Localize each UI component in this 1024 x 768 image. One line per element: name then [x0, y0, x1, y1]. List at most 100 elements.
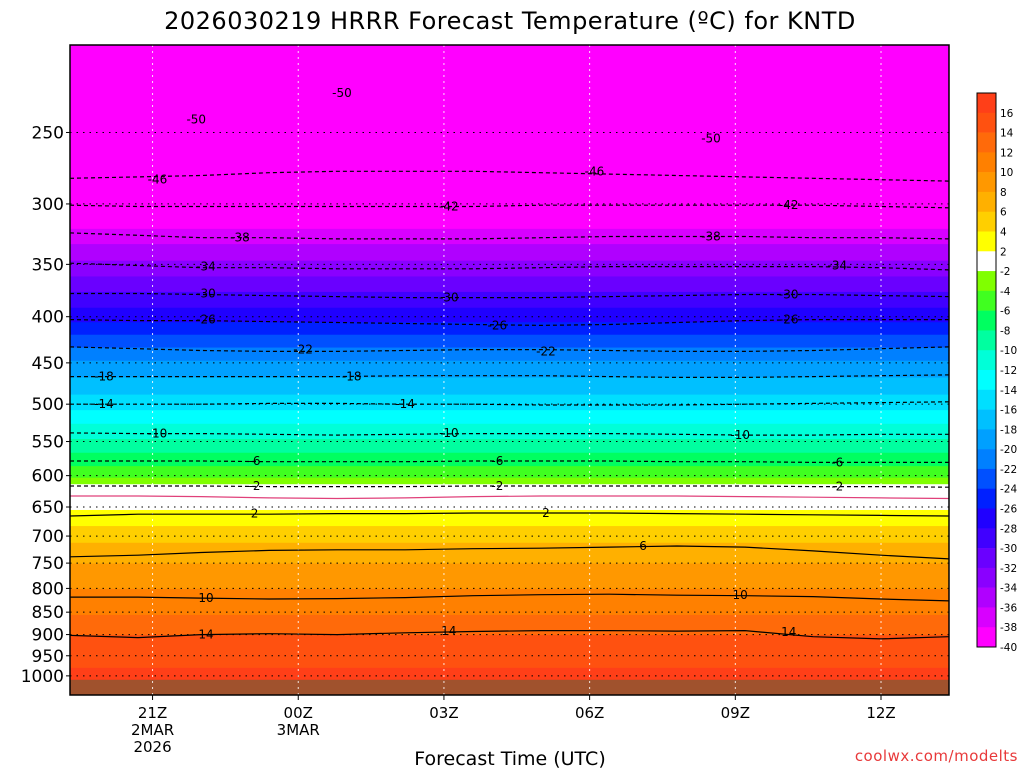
contour-line-16 — [70, 170, 949, 182]
colorbar-swatch — [977, 389, 996, 410]
temperature-band-6 — [70, 525, 949, 543]
contour-lines — [70, 170, 949, 640]
contour-label: -30 — [196, 286, 216, 300]
colorbar-frame — [976, 92, 997, 648]
colorbar-tick-label: 12 — [1000, 147, 1013, 159]
y-tick-label: 1000 — [21, 667, 64, 687]
temperature-band-25 — [70, 243, 949, 261]
colorbar-tick-label: -26 — [1000, 504, 1017, 516]
grid-lines — [70, 45, 949, 695]
temperature-bands — [70, 45, 949, 695]
colorbar-swatch — [977, 508, 996, 529]
y-tick-label: 800 — [32, 579, 64, 599]
contour-label: -10 — [439, 426, 459, 440]
contour-label: -6 — [831, 455, 843, 469]
colorbar-tick-label: -32 — [1000, 563, 1017, 575]
temperature-band-23 — [70, 275, 949, 292]
y-tick-label: 550 — [32, 433, 64, 453]
colorbar-tick-label: 4 — [1000, 227, 1007, 239]
contour-line-1 — [70, 593, 949, 602]
colorbar-swatch — [977, 627, 996, 648]
colorbar-tick-label: 14 — [1000, 128, 1014, 140]
colorbar-tick-label: 6 — [1000, 207, 1007, 219]
y-tick-label: 300 — [32, 195, 64, 215]
temperature-band-19 — [70, 334, 949, 348]
colorbar-tick-label: -2 — [1000, 266, 1010, 278]
colorbar-swatch — [977, 567, 996, 588]
y-tick-label: 850 — [32, 603, 64, 623]
colorbar-swatch — [977, 548, 996, 569]
temperature-band-15 — [70, 394, 949, 411]
contour-label: -6 — [491, 454, 503, 468]
colorbar-tick-label: -14 — [1000, 385, 1017, 397]
colorbar-tick-label: -6 — [1000, 306, 1011, 318]
temperature-band-26 — [70, 228, 949, 245]
contour-line-2 — [70, 545, 949, 560]
y-tick-label: 250 — [32, 123, 64, 143]
contour-label: 14 — [441, 624, 456, 638]
colorbar-swatch — [977, 152, 996, 173]
y-tick-label: 900 — [32, 626, 64, 646]
colorbar-tick-label: -12 — [1000, 365, 1017, 377]
contour-label: -42 — [439, 200, 459, 214]
contour-label: -34 — [827, 258, 847, 272]
contour-label: -10 — [730, 428, 750, 442]
below-ground — [70, 679, 949, 695]
contour-line-0 — [70, 629, 949, 640]
temperature-band-17 — [70, 360, 949, 378]
plot-frame — [69, 44, 950, 696]
contour-label: -2 — [491, 479, 503, 493]
temperature-band-2 — [70, 614, 949, 636]
contour-line-7 — [70, 432, 949, 436]
colorbar-swatch — [977, 271, 996, 292]
y-tick-label: 650 — [32, 498, 64, 518]
colorbar-tick-label: -28 — [1000, 523, 1017, 535]
colorbar-swatch — [977, 587, 996, 608]
colorbar-swatch — [977, 172, 996, 193]
contour-label: 10 — [733, 588, 748, 602]
contour-label: -22 — [293, 343, 313, 357]
x-tick-label: 03Z — [429, 704, 458, 722]
y-tick-label: 500 — [32, 395, 64, 415]
colorbar-swatch — [977, 93, 996, 114]
y-axis: 250 300 350 400 450 500 550 600 650 700 750 800 850 9… — [21, 123, 70, 687]
colorbar-swatch — [977, 132, 996, 153]
contour-label: -34 — [196, 260, 216, 274]
colorbar-swatch — [977, 112, 996, 133]
contour-label: -26 — [488, 318, 508, 332]
contour-label: 2 — [542, 506, 550, 520]
contour-line-9 — [70, 374, 949, 378]
colorbar-tick-label: -8 — [1000, 325, 1010, 337]
contour-line-8 — [70, 401, 949, 406]
contour-label: -30 — [779, 288, 799, 302]
x-axis-title: Forecast Time (UTC) — [414, 748, 605, 768]
colorbar-tick-label: 8 — [1000, 187, 1007, 199]
x-tick-label: 06Z — [575, 704, 604, 722]
temperature-band-13 — [70, 423, 949, 439]
temperature-band-10 — [70, 465, 949, 478]
contour-label: -46 — [148, 173, 168, 187]
temperature-band-24 — [70, 260, 949, 277]
temperature-band-11 — [70, 452, 949, 467]
contour-label: -30 — [439, 291, 459, 305]
contour-label: -26 — [196, 313, 216, 327]
contour-label: -18 — [342, 370, 362, 384]
contour-label: 2 — [251, 507, 259, 521]
temperature-band-3 — [70, 588, 949, 615]
colorbar-tick-label: -24 — [1000, 484, 1017, 496]
temperature-band-16 — [70, 377, 949, 395]
y-tick-label: 600 — [32, 467, 64, 487]
contour-label: -26 — [779, 313, 799, 327]
colorbar-legend: 16 14 12 10 8 6 4 2 -2 -4 -6 -8 -10 -12 -14 -16 -18 -20 -2… — [976, 92, 1017, 654]
contour-line-15 — [70, 204, 949, 209]
colorbar-tick-label: -18 — [1000, 424, 1017, 436]
colorbar-tick-label: -10 — [1000, 345, 1017, 357]
temperature-band-27 — [70, 214, 949, 229]
colorbar-swatch — [977, 468, 996, 490]
contour-label: 10 — [198, 591, 213, 605]
colorbar-tick-label: -38 — [1000, 622, 1017, 634]
colorbar-tick-label: -40 — [1000, 642, 1017, 654]
chart-title: 2026030219 HRRR Forecast Temperature (ºC… — [164, 7, 856, 35]
colorbar-swatch — [977, 211, 996, 232]
